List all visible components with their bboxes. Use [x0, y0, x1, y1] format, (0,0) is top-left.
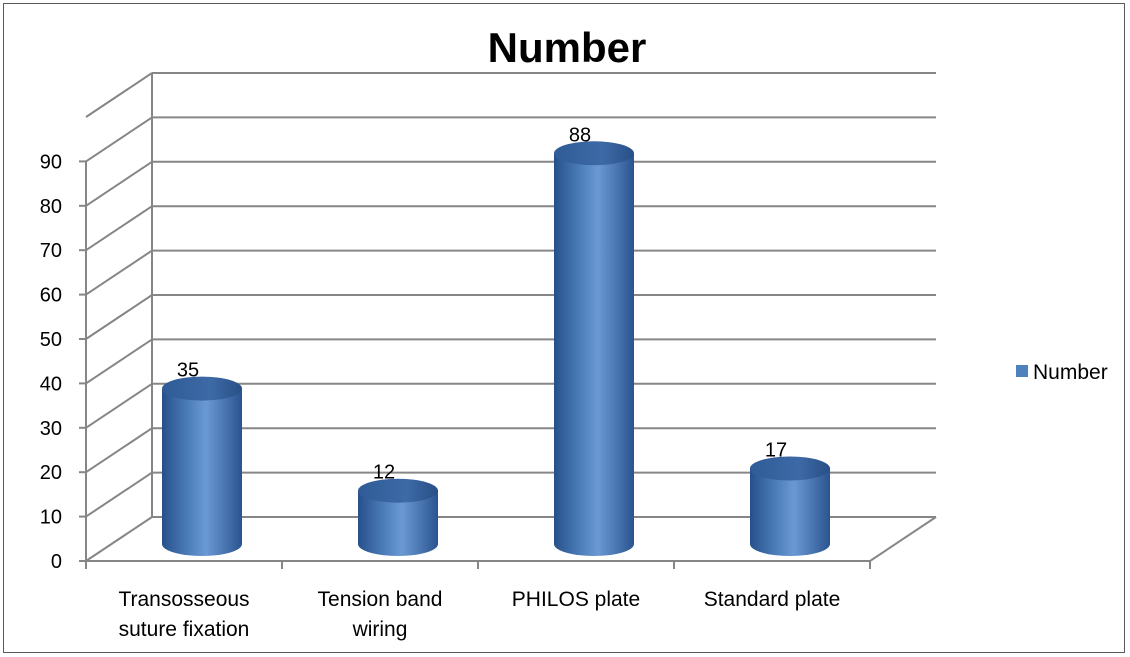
y-tick-label: 10 [40, 507, 62, 529]
gridline-side [85, 382, 153, 429]
gridline-side [85, 471, 153, 518]
gridline-side [85, 294, 153, 340]
bar [750, 456, 830, 556]
y-tick-label: 30 [40, 418, 62, 440]
bar-body [358, 490, 438, 556]
data-labels: 35 12 88 17 [177, 124, 787, 483]
gridline-side [85, 338, 153, 385]
gridline-side [85, 116, 153, 163]
floor-right-edge [869, 516, 937, 562]
bar-top [358, 478, 438, 503]
bar-body [554, 153, 634, 556]
bar-top [162, 376, 242, 401]
x-category-labels: Transosseous suture fixation Tension band w… [118, 588, 840, 641]
y-tick-label: 80 [40, 196, 62, 218]
bars [162, 141, 830, 556]
legend-swatch [1016, 365, 1028, 377]
legend: Number [1016, 361, 1108, 384]
chart-title: Number [488, 24, 647, 71]
gridline-side [85, 516, 153, 562]
x-category-label: Tension band [318, 588, 443, 611]
data-label: 12 [373, 462, 395, 484]
bar-body [162, 388, 242, 556]
grid-lines [85, 72, 937, 562]
x-category-label: wiring [352, 618, 408, 641]
x-category-label: PHILOS plate [512, 588, 640, 611]
x-category-label: Transosseous [118, 588, 249, 611]
y-tick-label: 60 [40, 285, 62, 307]
y-tick-label: 20 [40, 462, 62, 484]
bar [162, 376, 242, 556]
y-tick-label: 40 [40, 373, 62, 395]
x-category-label: Standard plate [704, 588, 841, 611]
x-category-label: suture fixation [119, 618, 250, 641]
data-label: 17 [765, 440, 787, 462]
axes [79, 160, 871, 569]
gridline-side [85, 160, 153, 207]
y-tick-labels: 0 10 20 30 40 50 60 70 80 90 [40, 151, 62, 573]
data-label: 35 [177, 360, 199, 382]
y-tick-label: 90 [40, 151, 62, 173]
gridline-side [85, 72, 153, 118]
y-tick-label: 50 [40, 329, 62, 351]
bar-body [750, 468, 830, 556]
gridline-side [85, 205, 153, 252]
bar [358, 478, 438, 556]
y-tick-label: 70 [40, 240, 62, 262]
gridline-side [85, 249, 153, 296]
gridline-side [85, 427, 153, 474]
bar-top [750, 456, 830, 481]
y-tick-label: 0 [51, 551, 62, 573]
bar-top [554, 141, 634, 166]
bar [554, 141, 634, 556]
data-label: 88 [569, 124, 591, 146]
legend-label: Number [1033, 361, 1108, 384]
